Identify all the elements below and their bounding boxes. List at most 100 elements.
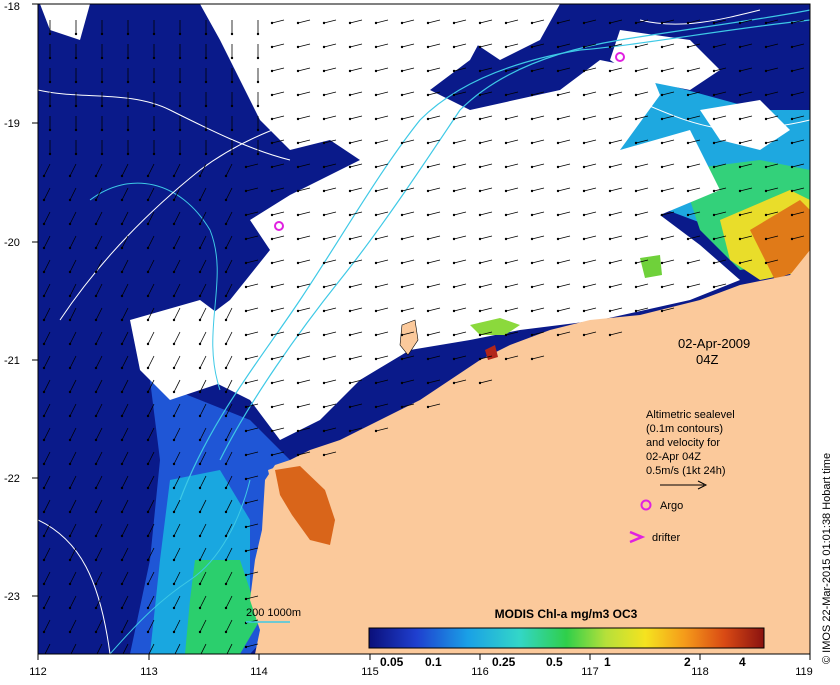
legend-line: (0.1m contours) [646,423,723,435]
velocity-arrow-head [374,117,378,121]
velocity-arrow-head [225,655,227,657]
velocity-arrow-head [400,93,404,97]
velocity-arrow-head [764,93,768,97]
velocity-arrow [375,19,389,24]
velocity-arrow [173,379,181,393]
velocity-arrow [557,331,571,336]
x-tick-label: 112 [29,666,47,678]
velocity-arrow [271,451,285,456]
velocity-arrow-head [504,333,508,337]
velocity-arrow [687,19,701,24]
velocity-arrow-head [348,261,352,265]
velocity-arrow-head [120,486,124,490]
velocity-arrow [583,331,597,336]
velocity-arrow [479,211,493,216]
velocity-arrow-head [172,294,176,298]
velocity-arrow [349,211,363,216]
velocity-arrow [69,475,77,489]
velocity-arrow [531,307,545,312]
velocity-arrow [349,235,363,240]
velocity-arrow-head [126,32,130,36]
velocity-arrow [173,427,181,441]
velocity-arrow-head [296,165,300,169]
velocity-arrow [375,67,389,72]
velocity-arrow-head [400,261,404,265]
velocity-arrow-head [244,285,248,289]
x-tick-label: 114 [250,666,268,678]
velocity-arrow-head [204,56,208,60]
velocity-arrow-head [686,45,690,49]
velocity-arrow [401,379,415,384]
velocity-arrow-head [322,261,326,265]
velocity-arrow-head [42,318,46,322]
velocity-arrow [147,355,155,369]
velocity-arrow [121,619,129,633]
velocity-arrow-head [608,21,612,25]
credit-text: © IMOS 22-Mar-2015 01:01:38 Hobart time [821,453,833,664]
velocity-arrow [297,139,311,144]
velocity-arrow-head [400,141,404,145]
velocity-arrow-head [42,558,46,562]
velocity-arrow-head [146,486,150,490]
velocity-arrow-head [738,93,742,97]
velocity-arrow [121,523,129,537]
sealevel-contour-4 [589,79,810,131]
bathymetry-1000m [179,19,810,501]
velocity-arrow [375,403,389,408]
velocity-arrow-head [790,69,794,73]
velocity-arrow [765,19,779,24]
velocity-arrow [95,427,103,441]
velocity-arrow-head [322,213,326,217]
velocity-arrow [199,571,207,585]
velocity-arrow-head [400,165,404,169]
velocity-arrow-head [198,318,202,322]
velocity-arrow-head [738,45,742,49]
velocity-arrow-head [94,486,98,490]
velocity-arrow-head [198,342,202,346]
velocity-arrow [147,595,155,609]
velocity-arrow-head [256,152,260,156]
velocity-arrow-head [426,21,430,25]
velocity-arrow [95,403,103,417]
velocity-arrow-head [452,309,456,313]
velocity-arrow [199,547,207,561]
velocity-arrow [791,43,805,48]
velocity-arrow-head [582,333,586,337]
velocity-arrow [271,427,285,432]
velocity-arrow [43,307,51,321]
velocity-arrow-head [582,21,586,25]
velocity-arrow [557,187,571,192]
velocity-arrow-head [790,165,794,169]
velocity-arrow [505,139,519,144]
velocity-arrow [453,163,467,168]
velocity-arrow-head [224,294,228,298]
velocity-arrow-head [426,261,430,265]
velocity-arrow-head [172,606,176,610]
velocity-arrow [557,211,571,216]
velocity-arrow-head [204,128,208,132]
velocity-arrow-head [686,165,690,169]
map-plot-area [38,4,810,657]
velocity-arrow [453,235,467,240]
velocity-arrow [453,331,467,336]
velocity-arrow [739,211,753,216]
velocity-arrow-head [126,152,130,156]
velocity-arrow [95,211,103,225]
velocity-arrow-head [738,141,742,145]
velocity-arrow-head [608,165,612,169]
velocity-arrow-head [42,438,46,442]
velocity-arrow [323,355,337,360]
velocity-arrow-head [374,213,378,217]
velocity-arrow-head [48,56,52,60]
velocity-arrow-head [178,56,182,60]
velocity-arrow [245,163,259,168]
velocity-arrow [271,115,285,120]
velocity-arrow-head [478,381,482,385]
x-tick-label: 118 [691,666,709,678]
velocity-arrow-head [94,270,98,274]
velocity-arrow-head [198,558,202,562]
velocity-arrow-head [94,294,98,298]
velocity-arrow [147,211,155,225]
velocity-arrow [505,259,519,264]
